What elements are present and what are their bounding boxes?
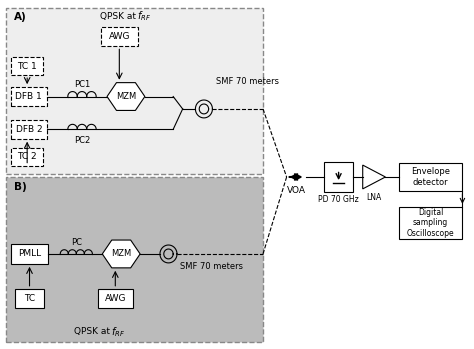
Bar xyxy=(11,57,43,75)
Bar xyxy=(11,87,46,106)
Bar xyxy=(15,289,44,307)
Text: PC: PC xyxy=(71,238,82,247)
Text: $f_{RF}$: $f_{RF}$ xyxy=(137,10,151,23)
Text: DFB 1: DFB 1 xyxy=(16,92,42,101)
Text: AWG: AWG xyxy=(109,32,130,41)
Bar xyxy=(98,289,133,307)
Text: Digital
sampling
Oscilloscope: Digital sampling Oscilloscope xyxy=(407,208,455,238)
Text: LNA: LNA xyxy=(366,193,382,202)
Text: SMF 70 meters: SMF 70 meters xyxy=(180,262,243,271)
Bar xyxy=(11,244,48,264)
Text: $f_{RF}$: $f_{RF}$ xyxy=(111,325,126,339)
Bar xyxy=(6,8,263,173)
Polygon shape xyxy=(107,83,145,110)
Polygon shape xyxy=(363,165,385,189)
Text: TC 2: TC 2 xyxy=(18,152,37,161)
Bar xyxy=(399,207,463,239)
Text: PC1: PC1 xyxy=(74,80,90,89)
Bar xyxy=(324,162,353,192)
Bar xyxy=(11,120,46,139)
Text: DFB 2: DFB 2 xyxy=(16,125,42,134)
Text: TC 1: TC 1 xyxy=(17,62,37,71)
Bar xyxy=(399,163,463,191)
Text: A): A) xyxy=(14,12,27,22)
Text: QPSK at: QPSK at xyxy=(74,327,113,336)
Text: SMF 70 meters: SMF 70 meters xyxy=(216,77,279,86)
Text: TC: TC xyxy=(24,294,35,303)
Text: PD 70 GHz: PD 70 GHz xyxy=(318,195,359,204)
Text: AWG: AWG xyxy=(105,294,126,303)
Text: PMLL: PMLL xyxy=(18,250,41,259)
Text: MZM: MZM xyxy=(111,250,131,259)
Text: PC2: PC2 xyxy=(74,136,90,145)
Text: MZM: MZM xyxy=(116,92,136,101)
Bar xyxy=(6,177,263,342)
Text: VOA: VOA xyxy=(287,186,306,195)
Text: QPSK at: QPSK at xyxy=(100,12,139,21)
Polygon shape xyxy=(102,240,140,268)
Bar xyxy=(11,148,43,165)
Text: Envelope
detector: Envelope detector xyxy=(411,167,450,187)
Text: B): B) xyxy=(14,182,27,192)
Bar xyxy=(101,27,138,46)
